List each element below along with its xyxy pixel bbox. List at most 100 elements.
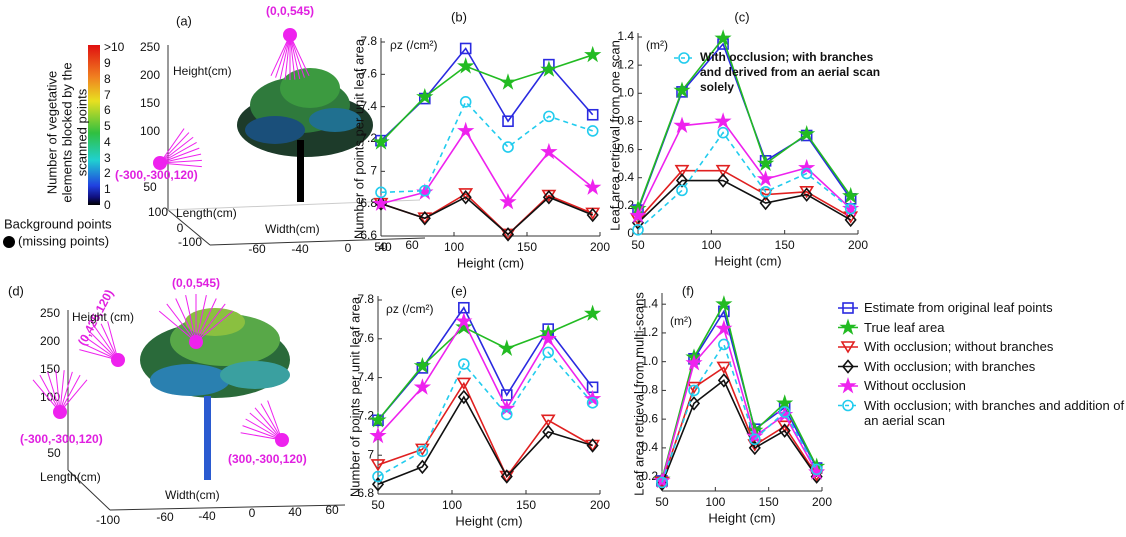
scanner-ray [55, 370, 61, 413]
marker [715, 295, 733, 312]
colorbar-tick: 1 [104, 182, 111, 196]
panel-title: (f) [682, 283, 694, 298]
marker [502, 115, 514, 128]
marker [842, 302, 854, 314]
scanner-ray [84, 336, 119, 361]
x-tick-label: 50 [655, 495, 669, 509]
marker [540, 60, 558, 77]
tick-label: 200 [40, 334, 60, 348]
axis-label: Length(cm) [176, 206, 237, 220]
scanner-ray [249, 412, 283, 441]
scanner-ray [175, 298, 197, 343]
marker [540, 414, 556, 427]
y-tick-label: 1.4 [641, 296, 658, 310]
tick-label: 0 [177, 221, 184, 235]
tick-label: 150 [40, 362, 60, 376]
marker [839, 376, 857, 394]
marker [502, 141, 514, 153]
colorbar-tick: 3 [104, 151, 111, 165]
legend-label: With occlusion; with branches [864, 358, 1036, 374]
marker [539, 329, 557, 347]
y-tick-label: 1.4 [617, 29, 634, 43]
x-tick-label: 150 [775, 238, 795, 252]
marker [842, 399, 854, 412]
scanner-ray [270, 34, 291, 76]
marker [840, 341, 856, 354]
scanner-ray [195, 303, 226, 343]
marker [841, 359, 855, 374]
tick-label: 40 [378, 240, 392, 254]
annotation: (m²) [646, 38, 668, 52]
scanner-ray [242, 425, 283, 441]
x-axis-label: Height (cm) [455, 513, 522, 528]
scanner-ray [245, 418, 283, 441]
y-tick-label: 0.6 [641, 411, 658, 425]
background-marker [3, 236, 15, 248]
x-tick-label: 150 [516, 498, 536, 512]
marker [758, 188, 774, 202]
scanner-ray [159, 142, 197, 164]
y-axis-label: Number of points per unit leaf area [351, 38, 366, 239]
colorbar-tick: 9 [104, 56, 111, 70]
tick-label: 250 [40, 306, 60, 320]
marker [673, 116, 691, 133]
marker [688, 384, 700, 397]
scanner-ray [159, 159, 202, 164]
marker [759, 185, 772, 198]
y-tick-label: 7 [370, 164, 377, 178]
marker [418, 210, 431, 226]
marker [371, 477, 385, 492]
tick-label: -100 [96, 513, 120, 527]
series-line [380, 100, 593, 194]
marker [457, 121, 475, 139]
series-line [380, 54, 593, 143]
marker [656, 476, 668, 489]
series-line [377, 319, 594, 437]
scanner-ray [289, 34, 301, 80]
y-tick-label: 7.4 [360, 99, 377, 113]
axis-label: Length(cm) [40, 470, 101, 484]
colorbar-tick: 8 [104, 72, 111, 86]
scanner-ray [158, 310, 197, 343]
marker [629, 206, 647, 224]
x-tick-label: 50 [371, 498, 385, 512]
scanner-ray [39, 374, 61, 413]
marker [372, 470, 384, 483]
marker [455, 318, 473, 335]
scanner-ray [195, 310, 234, 343]
series-line [661, 342, 818, 483]
marker [586, 125, 599, 137]
y-tick-label: 7.6 [357, 331, 374, 345]
tick-label: 250 [140, 40, 160, 54]
scanner-ray [289, 34, 296, 80]
marker [756, 154, 775, 171]
marker [674, 164, 690, 178]
marker [457, 389, 470, 405]
marker [499, 73, 517, 90]
marker [542, 424, 555, 440]
tree-canopy [220, 361, 290, 389]
marker [673, 81, 691, 98]
marker [800, 167, 813, 180]
tree-canopy [245, 116, 305, 144]
tick-label: -40 [291, 242, 309, 256]
y-tick-label: 6.8 [360, 196, 377, 210]
panel-title: (e) [451, 283, 467, 298]
marker [714, 29, 732, 46]
panel-title: (b) [451, 9, 467, 24]
marker [459, 96, 472, 108]
scanner-ray [185, 295, 197, 343]
tree-trunk [297, 140, 304, 202]
colorbar-tick: 0 [104, 198, 111, 212]
colorbar-label: Number of vegetative elements blocked by… [44, 62, 90, 203]
marker [583, 304, 602, 321]
marker [372, 194, 390, 211]
tree-canopy [280, 68, 340, 108]
x-tick-label: 200 [812, 495, 832, 509]
legend-label: Without occlusion [864, 378, 966, 393]
scanner-ray [81, 342, 119, 361]
marker [685, 354, 703, 371]
marker [717, 373, 730, 388]
x-axis-label: Height (cm) [708, 510, 775, 525]
background-label: Background points [4, 216, 112, 231]
